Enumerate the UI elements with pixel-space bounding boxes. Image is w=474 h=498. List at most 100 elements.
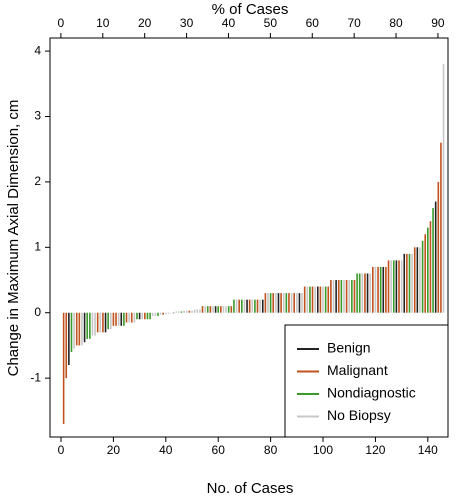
bar: [345, 280, 348, 313]
y-tick-label: 3: [34, 109, 41, 123]
bar: [301, 293, 303, 313]
bar: [109, 312, 112, 330]
bar: [144, 312, 146, 320]
bar: [123, 312, 125, 326]
bar: [117, 312, 120, 326]
x2-tick-label: 70: [347, 16, 361, 30]
bar: [411, 253, 413, 313]
x-tick-label: 20: [107, 443, 121, 457]
x-tick-label: 80: [264, 443, 278, 457]
x2-tick-label: 0: [58, 16, 65, 30]
bar: [89, 312, 91, 339]
bar: [400, 260, 403, 313]
bar: [78, 312, 81, 346]
bar: [107, 312, 109, 330]
bar: [277, 293, 280, 313]
bar: [222, 306, 225, 313]
bar: [335, 280, 337, 313]
bar: [209, 306, 212, 313]
bar: [151, 312, 154, 316]
bar: [68, 312, 70, 366]
x-axis-title: No. of Cases: [207, 480, 294, 497]
bar: [201, 306, 204, 313]
x-tick-label: 140: [418, 443, 438, 457]
bar: [115, 312, 117, 326]
bar: [434, 201, 437, 313]
x2-tick-label: 40: [222, 16, 236, 30]
plot-frame: [49, 37, 449, 438]
y-tick-label: 1: [34, 239, 41, 253]
bar: [167, 312, 170, 315]
bar: [230, 306, 233, 313]
bar: [377, 266, 379, 313]
y-tick-label: -1: [30, 370, 41, 384]
bar: [199, 309, 201, 313]
bar: [369, 273, 371, 313]
bar: [293, 293, 295, 313]
bar: [240, 299, 243, 313]
bar: [337, 280, 340, 313]
bar: [133, 312, 136, 323]
x2-tick-label: 10: [96, 16, 110, 30]
bar: [235, 299, 238, 313]
bar: [424, 234, 427, 313]
x2-tick-label: 30: [180, 16, 194, 30]
bar: [311, 286, 314, 313]
bar: [364, 273, 366, 313]
bar: [130, 312, 133, 323]
bar: [288, 293, 290, 313]
bar: [193, 309, 196, 313]
bar: [390, 260, 392, 313]
bar: [256, 299, 259, 313]
bar: [306, 286, 309, 313]
bar: [280, 293, 282, 313]
bar: [327, 286, 330, 313]
bar: [180, 311, 183, 313]
x2-axis-title: % of Cases: [212, 1, 289, 18]
bar: [251, 299, 254, 313]
bar: [309, 286, 311, 313]
bar: [91, 312, 94, 336]
bar: [125, 312, 128, 323]
bar: [83, 312, 86, 343]
legend-box: [284, 324, 449, 438]
bar: [259, 299, 261, 313]
bar: [348, 280, 351, 313]
bar: [188, 310, 191, 313]
bar: [272, 293, 275, 313]
bar: [128, 312, 130, 323]
bar: [172, 312, 175, 314]
bar: [206, 306, 209, 313]
bar: [303, 286, 306, 313]
y-tick-label: 2: [34, 174, 41, 188]
bar: [170, 312, 172, 314]
x-tick-label: 40: [159, 443, 173, 457]
x2-tick-label: 90: [431, 16, 445, 30]
bar: [233, 299, 235, 313]
legend-label: Malignant: [327, 362, 388, 378]
bar: [416, 247, 419, 313]
bar: [314, 286, 316, 313]
y-tick-label: 0: [34, 305, 41, 319]
bar: [154, 312, 157, 316]
bar: [248, 299, 251, 313]
bar: [227, 306, 230, 313]
bar: [421, 240, 424, 313]
bar: [86, 312, 89, 339]
bar: [343, 280, 345, 313]
bar: [427, 227, 429, 313]
bar: [159, 312, 162, 315]
x-tick-label: 100: [313, 443, 333, 457]
bar: [290, 293, 293, 313]
bar: [392, 260, 395, 313]
x2-tick-label: 50: [264, 16, 278, 30]
bar: [162, 312, 164, 315]
bar: [282, 293, 285, 313]
bar: [275, 293, 277, 313]
x-tick-label: 60: [212, 443, 226, 457]
bar: [102, 312, 104, 333]
bar: [353, 280, 356, 313]
bar: [398, 260, 400, 313]
bar: [165, 312, 167, 315]
